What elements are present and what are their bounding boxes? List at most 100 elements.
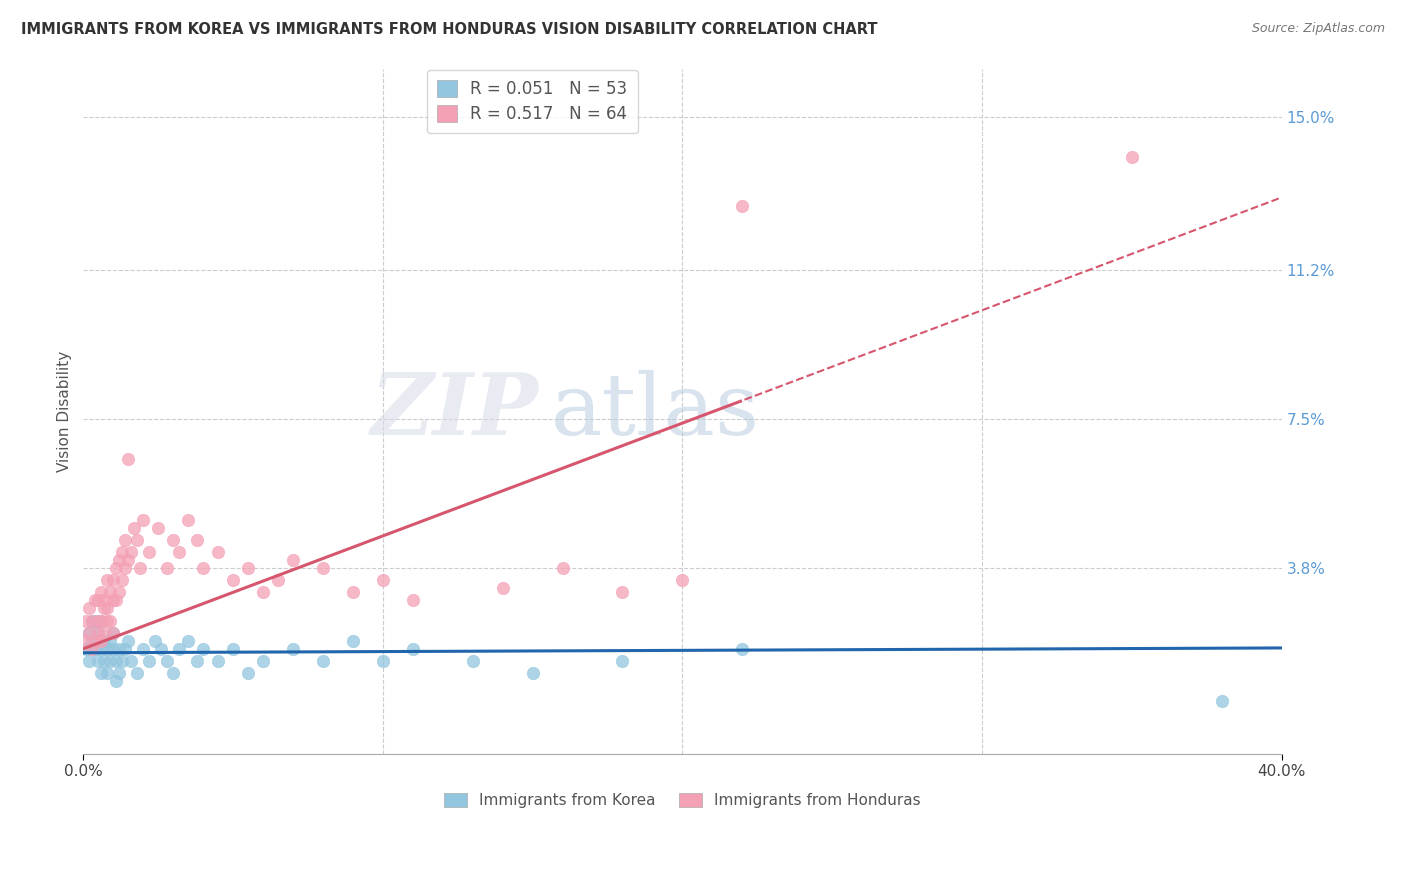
Point <box>186 654 208 668</box>
Point <box>84 641 107 656</box>
Point <box>207 654 229 668</box>
Point <box>90 665 112 680</box>
Y-axis label: Vision Disability: Vision Disability <box>58 351 72 472</box>
Point <box>671 574 693 588</box>
Point <box>111 654 134 668</box>
Point <box>90 633 112 648</box>
Point <box>75 614 97 628</box>
Point <box>127 533 149 547</box>
Point <box>103 625 125 640</box>
Point <box>90 614 112 628</box>
Point <box>114 561 136 575</box>
Point <box>108 553 131 567</box>
Point <box>87 654 110 668</box>
Point <box>236 561 259 575</box>
Point <box>156 561 179 575</box>
Point <box>127 665 149 680</box>
Point <box>222 641 245 656</box>
Point <box>281 553 304 567</box>
Point <box>87 614 110 628</box>
Point <box>82 614 104 628</box>
Point <box>79 625 101 640</box>
Point <box>222 574 245 588</box>
Point <box>731 198 754 212</box>
Point <box>522 665 544 680</box>
Point <box>87 625 110 640</box>
Point <box>105 673 128 688</box>
Point <box>82 633 104 648</box>
Point <box>90 614 112 628</box>
Legend: Immigrants from Korea, Immigrants from Honduras: Immigrants from Korea, Immigrants from H… <box>439 787 927 814</box>
Point <box>105 593 128 607</box>
Point <box>87 593 110 607</box>
Point <box>191 561 214 575</box>
Point <box>111 574 134 588</box>
Text: Source: ZipAtlas.com: Source: ZipAtlas.com <box>1251 22 1385 36</box>
Point <box>103 641 125 656</box>
Point <box>402 593 425 607</box>
Point <box>98 585 121 599</box>
Point <box>82 614 104 628</box>
Point <box>138 654 160 668</box>
Point <box>156 654 179 668</box>
Point <box>79 625 101 640</box>
Point <box>132 641 155 656</box>
Point <box>148 521 170 535</box>
Point <box>1211 694 1233 708</box>
Point <box>150 641 173 656</box>
Point <box>371 574 394 588</box>
Point <box>402 641 425 656</box>
Point <box>342 585 364 599</box>
Point <box>162 665 184 680</box>
Point <box>132 513 155 527</box>
Point <box>114 533 136 547</box>
Point <box>117 553 139 567</box>
Point <box>281 641 304 656</box>
Point <box>117 633 139 648</box>
Point <box>90 585 112 599</box>
Point <box>167 545 190 559</box>
Point <box>138 545 160 559</box>
Point <box>312 654 335 668</box>
Point <box>186 533 208 547</box>
Point <box>120 654 142 668</box>
Point <box>143 633 166 648</box>
Text: IMMIGRANTS FROM KOREA VS IMMIGRANTS FROM HONDURAS VISION DISABILITY CORRELATION : IMMIGRANTS FROM KOREA VS IMMIGRANTS FROM… <box>21 22 877 37</box>
Point <box>79 601 101 615</box>
Point <box>98 633 121 648</box>
Point <box>191 641 214 656</box>
Point <box>96 574 118 588</box>
Point <box>84 593 107 607</box>
Point <box>167 641 190 656</box>
Point <box>312 561 335 575</box>
Point <box>612 654 634 668</box>
Point <box>207 545 229 559</box>
Point <box>105 654 128 668</box>
Point <box>96 601 118 615</box>
Point <box>105 561 128 575</box>
Point <box>103 625 125 640</box>
Point <box>342 633 364 648</box>
Point <box>96 614 118 628</box>
Point <box>84 633 107 648</box>
Point <box>177 513 200 527</box>
Point <box>79 654 101 668</box>
Point <box>90 641 112 656</box>
Point <box>236 665 259 680</box>
Point <box>162 533 184 547</box>
Point <box>129 561 152 575</box>
Point <box>84 614 107 628</box>
Point <box>177 633 200 648</box>
Point <box>93 593 115 607</box>
Point <box>98 614 121 628</box>
Point <box>492 582 515 596</box>
Point <box>120 545 142 559</box>
Point <box>75 641 97 656</box>
Point <box>108 641 131 656</box>
Point <box>117 452 139 467</box>
Point <box>93 625 115 640</box>
Point <box>122 521 145 535</box>
Point <box>252 654 274 668</box>
Point <box>461 654 484 668</box>
Point <box>103 593 125 607</box>
